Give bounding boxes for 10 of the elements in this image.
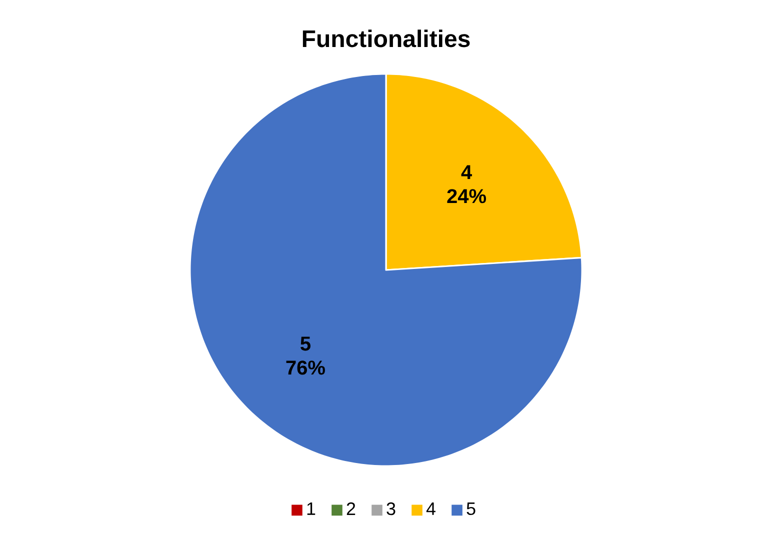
legend-label: 3: [386, 502, 396, 516]
data-label: 76%: [286, 360, 325, 375]
legend-label: 1: [307, 502, 316, 515]
chart-title: Functionalities: [302, 30, 470, 48]
legend-label: 5: [466, 502, 476, 516]
legend-label: 2: [346, 502, 356, 515]
slice-label: 5: [300, 336, 310, 351]
legend-label: 4: [426, 502, 436, 515]
slice-label: 4: [461, 165, 472, 180]
data-label: 24%: [447, 189, 486, 204]
